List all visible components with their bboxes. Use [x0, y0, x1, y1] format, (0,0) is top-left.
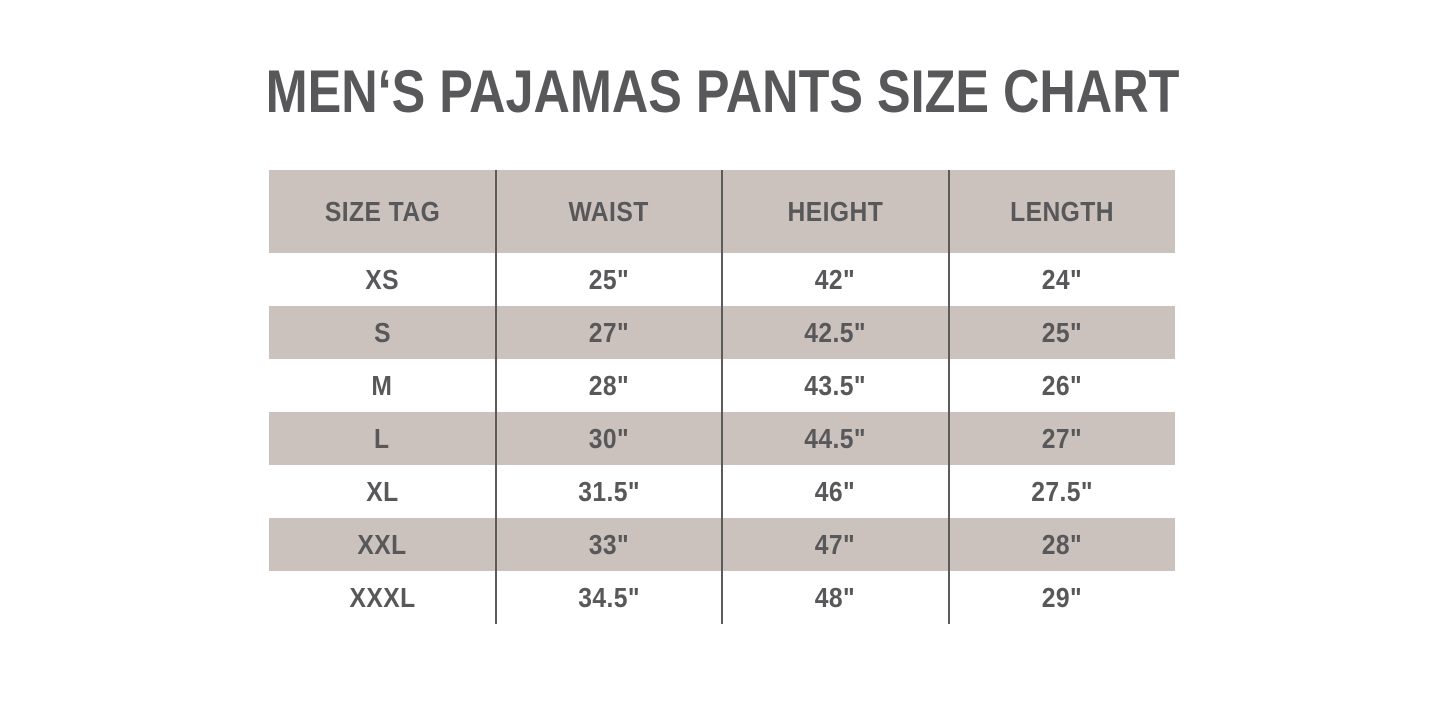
size-chart-table: SIZE TAG WAIST HEIGHT LENGTH XS 25" 42" … — [269, 170, 1175, 624]
cell-height: 43.5" — [804, 369, 867, 401]
cell-height: 42" — [815, 263, 856, 295]
cell-size: XXXL — [349, 581, 416, 613]
header-cell-height: HEIGHT — [787, 195, 884, 227]
cell-length: 28" — [1041, 528, 1082, 560]
cell-waist: 27" — [588, 316, 629, 348]
cell-length: 29" — [1041, 581, 1082, 613]
cell-size: L — [374, 422, 390, 454]
cell-waist: 30" — [588, 422, 629, 454]
cell-height: 46" — [815, 475, 856, 507]
column-divider-2 — [721, 170, 723, 624]
cell-waist: 25" — [588, 263, 629, 295]
header-cell-waist: WAIST — [568, 195, 649, 227]
cell-size: XXL — [357, 528, 407, 560]
cell-length: 27.5" — [1030, 475, 1093, 507]
cell-waist: 31.5" — [577, 475, 640, 507]
cell-waist: 33" — [588, 528, 629, 560]
cell-waist: 34.5" — [577, 581, 640, 613]
cell-size: XL — [366, 475, 399, 507]
cell-length: 25" — [1041, 316, 1082, 348]
cell-height: 42.5" — [804, 316, 867, 348]
cell-height: 44.5" — [804, 422, 867, 454]
cell-height: 47" — [815, 528, 856, 560]
cell-length: 24" — [1041, 263, 1082, 295]
page-title: MEN‘S PAJAMAS PANTS SIZE CHART — [265, 58, 1180, 125]
cell-length: 27" — [1041, 422, 1082, 454]
cell-height: 48" — [815, 581, 856, 613]
cell-length: 26" — [1041, 369, 1082, 401]
header-cell-length: LENGTH — [1009, 195, 1114, 227]
cell-size: XS — [365, 263, 400, 295]
header-cell-size-tag: SIZE TAG — [324, 195, 440, 227]
cell-size: S — [373, 316, 391, 348]
cell-waist: 28" — [588, 369, 629, 401]
column-divider-3 — [947, 170, 950, 624]
cell-size: M — [371, 369, 393, 401]
column-divider-1 — [494, 170, 497, 624]
